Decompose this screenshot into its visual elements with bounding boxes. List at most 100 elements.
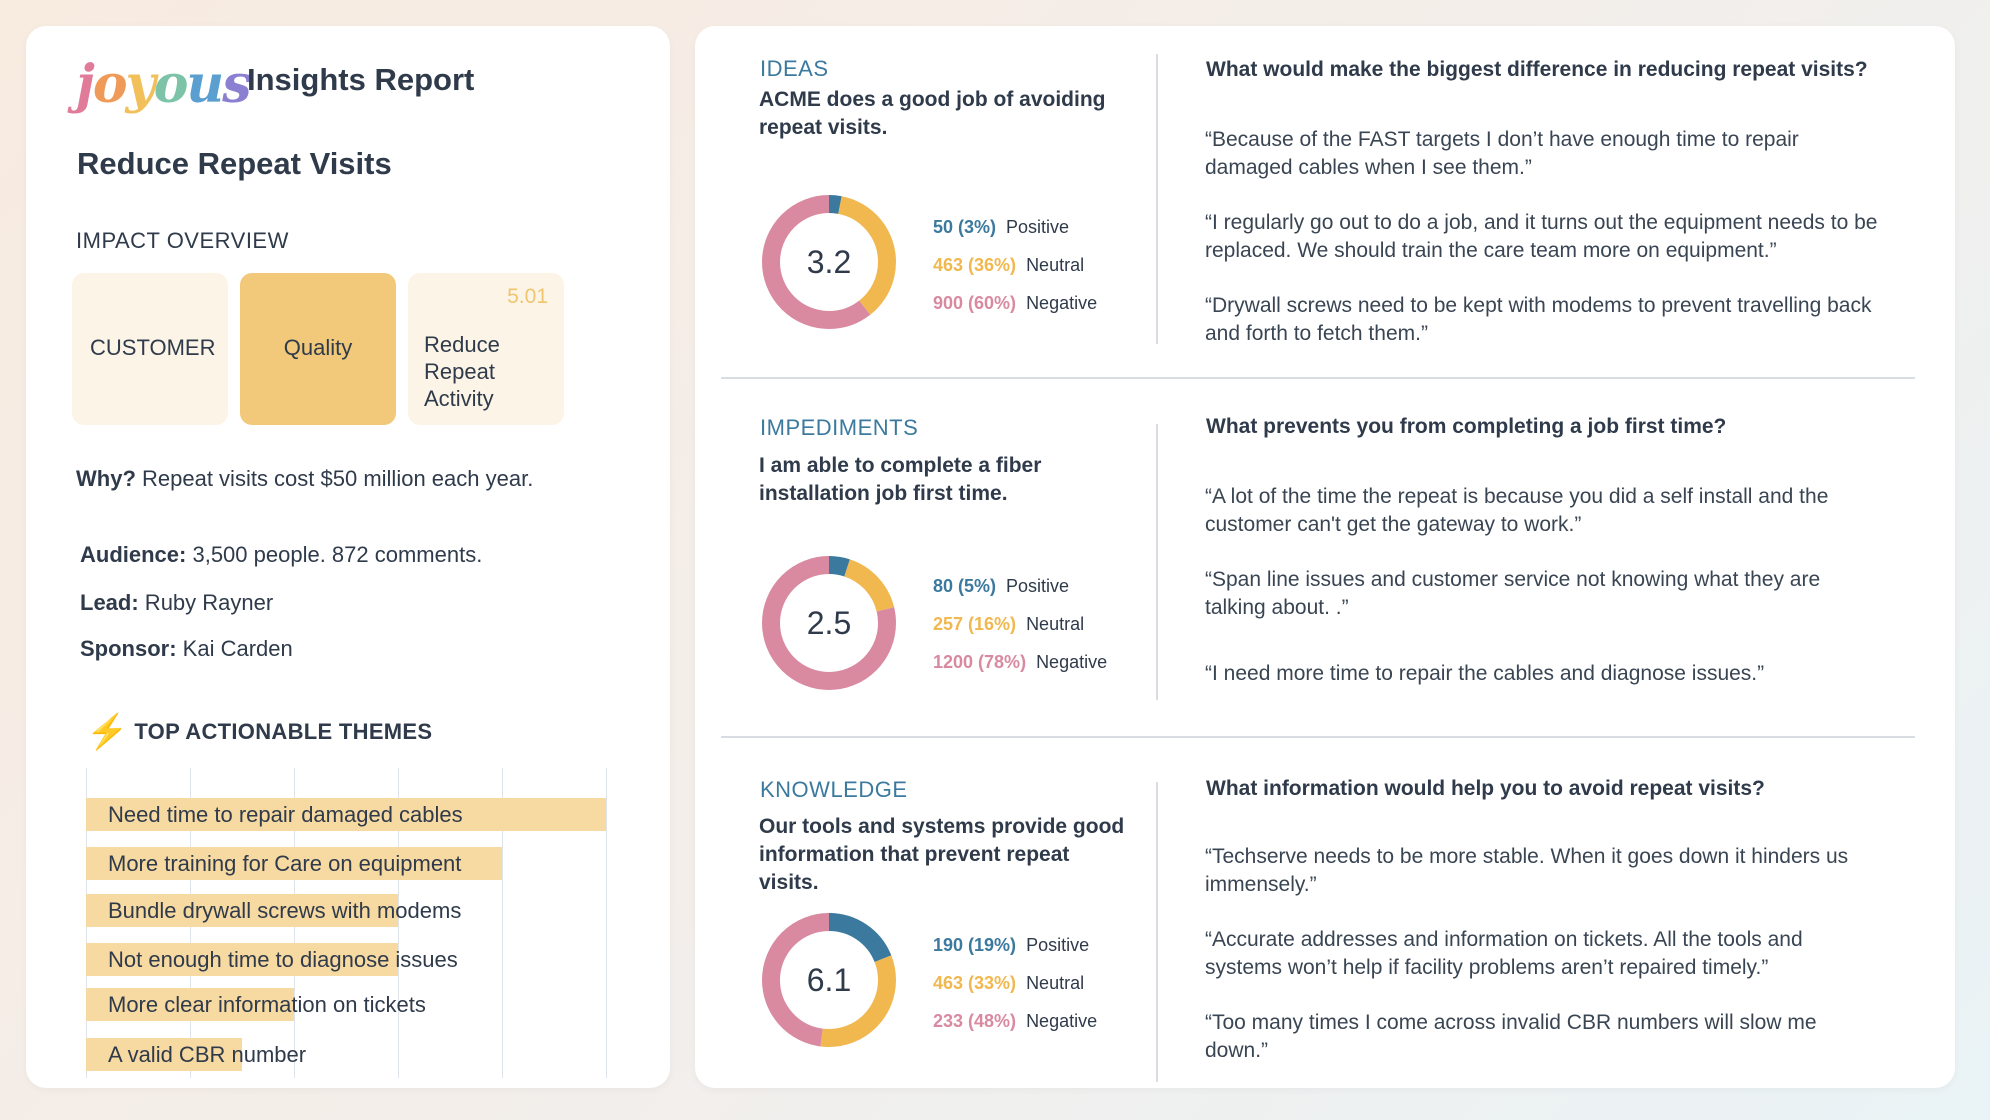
themes-title: TOP ACTIONABLE THEMES bbox=[134, 719, 433, 744]
lead-info: Lead: Ruby Rayner bbox=[80, 590, 273, 616]
impact-tile-label: Reduce Repeat Activity bbox=[424, 332, 500, 411]
ideas-donut-chart: 3.2 bbox=[759, 192, 899, 332]
donut-svg: 6.1 bbox=[762, 913, 896, 1047]
legend-item-negative: 233 (48%) Negative bbox=[933, 1002, 1097, 1040]
why-text: Repeat visits cost $50 million each year… bbox=[135, 466, 534, 491]
theme-bar[interactable] bbox=[86, 988, 294, 1021]
why-label: Why? bbox=[76, 466, 136, 491]
legend-value: 233 (48%) bbox=[933, 1010, 1017, 1031]
donut-segment-negative[interactable] bbox=[762, 195, 896, 329]
section-divider bbox=[1156, 54, 1158, 344]
theme-bar[interactable] bbox=[86, 847, 502, 880]
impediments-sentiment-legend: 80 (5%) Positive 257 (16%) Neutral 1200 (78%… bbox=[933, 567, 1107, 681]
impact-overview-heading: IMPACT OVERVIEW bbox=[76, 228, 289, 253]
impediments-donut-chart: 2.5 bbox=[759, 553, 899, 693]
donut-segment-negative[interactable] bbox=[762, 556, 896, 690]
section-tag-impediments: IMPEDIMENTS bbox=[760, 415, 919, 440]
legend-item-positive: 50 (3%) Positive bbox=[933, 208, 1097, 246]
impediments-statement: I am able to complete a fiber installati… bbox=[759, 454, 1042, 505]
ideas-question: What would make the biggest difference i… bbox=[1206, 58, 1868, 81]
donut-segment-neutral[interactable] bbox=[762, 195, 896, 329]
legend-value: 50 (3%) bbox=[933, 216, 997, 237]
knowledge-quote: “Accurate addresses and information on t… bbox=[1205, 928, 1803, 979]
legend-value: 1200 (78%) bbox=[933, 651, 1027, 672]
audience-label: Audience: bbox=[80, 542, 187, 567]
legend-item-negative: 900 (60%) Negative bbox=[933, 284, 1097, 322]
gridline bbox=[606, 768, 607, 1078]
sponsor-info: Sponsor: Kai Carden bbox=[80, 636, 293, 662]
legend-item-negative: 1200 (78%) Negative bbox=[933, 643, 1107, 681]
overview-panel: joyous Insights Report Reduce Repeat Vis… bbox=[26, 26, 670, 1088]
section-divider bbox=[1156, 424, 1158, 700]
impediments-quote: “Span line issues and customer service n… bbox=[1205, 568, 1821, 619]
audience-info: Audience: 3,500 people. 872 comments. bbox=[80, 542, 482, 568]
theme-bar-label: Bundle drywall screws with modems bbox=[108, 898, 462, 923]
donut-score: 2.5 bbox=[807, 605, 851, 641]
gridline bbox=[502, 768, 503, 1078]
section-tag-knowledge: KNOWLEDGE bbox=[760, 777, 908, 802]
theme-bar[interactable] bbox=[86, 1038, 242, 1071]
impact-tile-quality[interactable]: Quality bbox=[240, 273, 396, 425]
sponsor-label: Sponsor: bbox=[80, 636, 177, 661]
theme-bar-label: A valid CBR number bbox=[108, 1042, 307, 1067]
legend-value: 900 (60%) bbox=[933, 292, 1017, 313]
theme-bar[interactable] bbox=[86, 798, 606, 831]
impact-tile-reduce-repeat-activity[interactable]: 5.01 Reduce Repeat Activity bbox=[408, 273, 564, 425]
theme-bar[interactable] bbox=[86, 894, 398, 927]
theme-bar-label: More clear information on tickets bbox=[108, 992, 426, 1017]
legend-name: Positive bbox=[1006, 216, 1070, 237]
legend-item-positive: 190 (19%) Positive bbox=[933, 926, 1097, 964]
why-statement: Why? Repeat visits cost $50 million each… bbox=[76, 466, 533, 492]
legend-name: Positive bbox=[1006, 575, 1070, 596]
legend-name: Neutral bbox=[1026, 972, 1085, 993]
impediments-question: What prevents you from completing a job … bbox=[1206, 415, 1727, 438]
legend-item-positive: 80 (5%) Positive bbox=[933, 567, 1107, 605]
theme-bar-label: Need time to repair damaged cables bbox=[108, 802, 463, 827]
project-title: Reduce Repeat Visits bbox=[77, 146, 392, 181]
donut-svg: 2.5 bbox=[762, 556, 896, 690]
legend-item-neutral: 257 (16%) Neutral bbox=[933, 605, 1107, 643]
themes-heading: ⚡ TOP ACTIONABLE THEMES bbox=[86, 712, 432, 752]
impact-tile-customer[interactable]: CUSTOMER bbox=[72, 273, 228, 425]
lightning-icon: ⚡ bbox=[86, 713, 129, 751]
impact-tile-label: CUSTOMER bbox=[90, 335, 216, 360]
ideas-quote: “I regularly go out to do a job, and it … bbox=[1205, 211, 1878, 262]
legend-item-neutral: 463 (33%) Neutral bbox=[933, 964, 1097, 1002]
audience-text: 3,500 people. 872 comments. bbox=[186, 542, 483, 567]
legend-item-neutral: 463 (36%) Neutral bbox=[933, 246, 1097, 284]
legend-value: 257 (16%) bbox=[933, 613, 1017, 634]
legend-name: Neutral bbox=[1026, 254, 1085, 275]
legend-name: Negative bbox=[1036, 651, 1108, 672]
impediments-quote: “I need more time to repair the cables a… bbox=[1205, 662, 1765, 685]
ideas-quote: “Drywall screws need to be kept with mod… bbox=[1205, 294, 1872, 345]
section-separator bbox=[721, 377, 1915, 379]
legend-value: 80 (5%) bbox=[933, 575, 997, 596]
section-tag-ideas: IDEAS bbox=[760, 56, 829, 81]
legend-name: Negative bbox=[1026, 292, 1098, 313]
section-separator bbox=[721, 736, 1915, 738]
sponsor-text: Kai Carden bbox=[176, 636, 293, 661]
impact-score: 5.01 bbox=[507, 285, 548, 308]
knowledge-quote: “Techserve needs to be more stable. When… bbox=[1205, 845, 1849, 896]
knowledge-question: What information would help you to avoid… bbox=[1206, 777, 1765, 800]
knowledge-sentiment-legend: 190 (19%) Positive 463 (33%) Neutral 233 (48… bbox=[933, 926, 1097, 1040]
donut-segment-negative[interactable] bbox=[762, 913, 896, 1047]
ideas-statement: ACME does a good job of avoiding repeat … bbox=[759, 88, 1106, 139]
joyous-logo: joyous bbox=[76, 54, 252, 115]
legend-value: 463 (33%) bbox=[933, 972, 1017, 993]
legend-name: Negative bbox=[1026, 1010, 1098, 1031]
impact-tile-label: Quality bbox=[283, 335, 353, 360]
ideas-sentiment-legend: 50 (3%) Positive 463 (36%) Neutral 900 (60%)… bbox=[933, 208, 1097, 322]
theme-bar[interactable] bbox=[86, 943, 398, 976]
donut-segment-neutral[interactable] bbox=[762, 913, 896, 1047]
knowledge-donut-chart: 6.1 bbox=[759, 910, 899, 1050]
report-title: Insights Report bbox=[247, 62, 475, 97]
legend-name: Positive bbox=[1026, 934, 1090, 955]
ideas-quote: “Because of the FAST targets I don’t hav… bbox=[1205, 128, 1799, 179]
themes-bar-chart: Need time to repair damaged cables More t… bbox=[86, 768, 626, 1078]
knowledge-quote: “Too many times I come across invalid CB… bbox=[1205, 1011, 1817, 1062]
gridline bbox=[398, 768, 399, 1078]
legend-value: 463 (36%) bbox=[933, 254, 1017, 275]
lead-label: Lead: bbox=[80, 590, 139, 615]
donut-score: 3.2 bbox=[807, 244, 851, 280]
